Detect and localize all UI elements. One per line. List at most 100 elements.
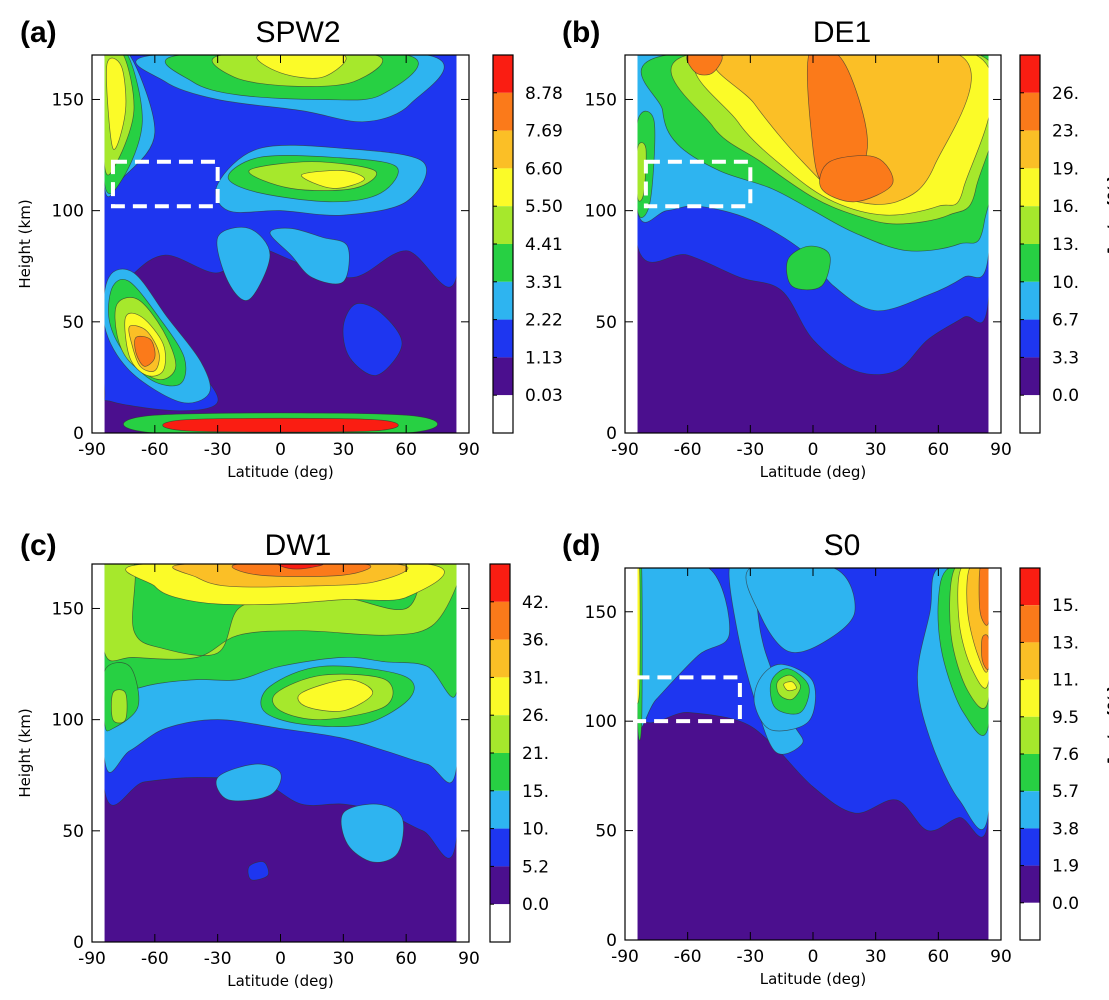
y-axis-label: Height (km) (16, 708, 34, 797)
x-tick-label: 30 (333, 949, 355, 969)
x-tick-label: 60 (395, 440, 417, 460)
colorbar-swatch-6 (1020, 679, 1040, 717)
y-tick-label: 150 (52, 90, 84, 110)
highlight-box (643, 159, 753, 209)
x-tick-label: 30 (865, 440, 887, 460)
y-tick-label: 100 (52, 711, 84, 731)
panel-label: (a) (20, 16, 57, 49)
x-tick-label: 90 (990, 947, 1012, 967)
x-tick-label: 60 (928, 440, 950, 460)
colorbar-label: 6.7 (1052, 311, 1079, 331)
colorbar-label: 9.5 (1052, 708, 1079, 728)
contour-level-3 (745, 568, 856, 653)
colorbar-label: 36. (522, 631, 549, 651)
x-tick-label: 90 (458, 949, 480, 969)
y-tick-label: 0 (606, 931, 617, 951)
colorbar-swatch-2 (493, 319, 513, 358)
x-axis-label: Latitude (deg) (227, 463, 333, 481)
contour-level-6 (783, 681, 797, 692)
colorbar-label: 0.0 (522, 895, 549, 915)
colorbar-swatch-5 (490, 715, 510, 753)
highlight-box (633, 675, 742, 724)
colorbar-label: 26. (1052, 84, 1079, 104)
x-tick-label: -60 (141, 949, 169, 969)
colorbar-label: 2.22 (525, 311, 563, 331)
contour-level-6 (256, 55, 347, 79)
y-tick-label: 150 (585, 603, 617, 623)
colorbar-label: 3.31 (525, 273, 563, 293)
x-tick-label: 30 (333, 440, 355, 460)
colorbar-swatch-5 (493, 206, 513, 244)
x-tick-label: 0 (808, 947, 819, 967)
colorbar-label: 5.2 (522, 857, 549, 877)
colorbar-label: 4.41 (525, 235, 563, 255)
contour-level-3 (340, 803, 404, 863)
contour-level-4 (786, 245, 831, 291)
x-axis-label: Latitude (deg) (760, 970, 866, 988)
colorbar-label: 42. (522, 593, 549, 613)
colorbar-label: 1.13 (525, 348, 563, 368)
colorbar-label: 5.7 (1052, 782, 1079, 802)
colorbar-label: 15. (1052, 596, 1079, 616)
contour-level-8 (686, 55, 723, 76)
colorbar-swatch-4 (1020, 754, 1040, 792)
panel-title: SPW2 (255, 16, 340, 49)
colorbar-swatch-1 (1020, 865, 1040, 903)
colorbar-swatch-3 (493, 281, 513, 320)
colorbar-swatch-8 (1020, 92, 1040, 131)
x-axis-label: Latitude (deg) (760, 463, 866, 481)
contour-level-8 (819, 155, 894, 203)
contour-level-6 (301, 170, 365, 189)
x-tick-label: -30 (736, 947, 764, 967)
highlight-box (110, 159, 220, 209)
contour-level-8 (134, 335, 156, 367)
panel-3: (d) S0 -90 -60 -30 0 30 60 90 0 50 100 150 Latitude (… (562, 529, 1109, 988)
colorbar-swatch-3 (1020, 791, 1040, 829)
panel-label: (c) (20, 529, 57, 562)
colorbar-label: 8.78 (525, 84, 563, 104)
contour-level-8 (231, 564, 372, 577)
contour-level-2 (247, 861, 269, 881)
x-tick-label: -30 (204, 949, 232, 969)
x-tick-label: -90 (611, 947, 639, 967)
y-tick-label: 100 (52, 202, 84, 222)
colorbar-label: 10. (522, 820, 549, 840)
colorbar-label: 7.6 (1052, 745, 1079, 765)
colorbar-label: 3.3 (1052, 348, 1079, 368)
x-tick-label: 60 (928, 947, 950, 967)
x-tick-label: 30 (865, 947, 887, 967)
colorbar-label: 5.50 (525, 197, 563, 217)
contour-fills (637, 55, 989, 375)
x-tick-label: 0 (808, 440, 819, 460)
panel-title: DE1 (813, 16, 871, 49)
y-tick-label: 0 (73, 424, 84, 444)
x-tick-label: 0 (275, 440, 286, 460)
x-tick-label: -60 (674, 440, 702, 460)
panel-label: (b) (562, 16, 600, 49)
panel-1: (b) DE1 -90 -60 -30 0 30 60 90 0 50 100 150 Latitude … (562, 16, 1109, 481)
colorbar-swatch-3 (1020, 281, 1040, 320)
colorbar-swatch-8 (493, 92, 513, 131)
x-tick-label: -60 (674, 947, 702, 967)
colorbar-label: 21. (522, 744, 549, 764)
colorbar-label: 0.03 (525, 386, 563, 406)
colorbar-swatch-9 (490, 564, 510, 602)
contour-level-3 (637, 568, 731, 729)
colorbar-swatch-1 (490, 866, 510, 905)
colorbar-swatch-5 (1020, 206, 1040, 244)
y-tick-label: 150 (585, 90, 617, 110)
colorbar-swatch-0 (490, 904, 510, 942)
contour-level-6 (637, 568, 641, 704)
contour-level-5 (104, 564, 457, 662)
x-tick-label: 90 (458, 440, 480, 460)
colorbar-swatch-9 (1020, 568, 1040, 606)
y-tick-label: 50 (62, 822, 84, 842)
contour-level-3 (269, 227, 350, 285)
colorbar-swatch-6 (493, 168, 513, 207)
colorbar-swatch-9 (493, 55, 513, 93)
colorbar-swatch-4 (490, 753, 510, 791)
colorbar-swatch-3 (490, 790, 510, 829)
contour-level-9 (278, 564, 324, 570)
colorbar-label: 19. (1052, 159, 1079, 179)
